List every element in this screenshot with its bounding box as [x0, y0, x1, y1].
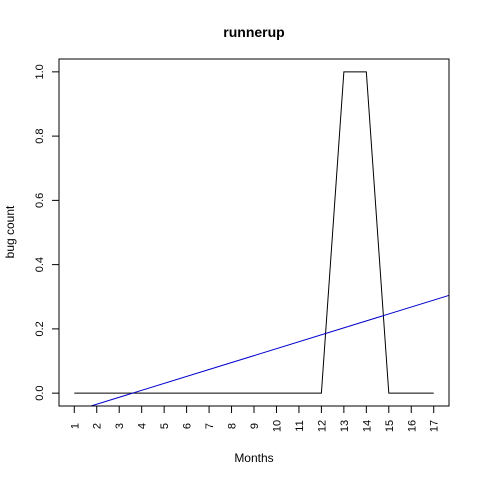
y-tick-label: 1.0: [34, 64, 46, 79]
x-tick-label: 16: [406, 420, 418, 432]
y-tick-label: 0.0: [34, 385, 46, 400]
x-tick-label: 12: [316, 420, 328, 432]
plot-area: [74, 71, 449, 406]
x-tick-label: 7: [204, 423, 216, 429]
x-tick-label: 11: [294, 420, 306, 431]
x-tick-label: 17: [429, 420, 441, 432]
x-tick-label: 3: [114, 423, 126, 429]
x-tick-label: 6: [182, 423, 194, 429]
x-tick-label: 4: [137, 423, 149, 429]
y-axis: 0.0 0.2 0.4 0.6 0.8 1.0: [34, 64, 59, 401]
x-axis: 1 2 3 4 5 6 7 8 9 10 11 12 13 14 15 16 17: [69, 406, 441, 432]
x-tick-label: 1: [69, 423, 81, 429]
x-tick-label: 9: [249, 423, 261, 429]
y-tick-label: 0.8: [34, 128, 46, 143]
x-axis-label: Months: [234, 451, 273, 465]
x-tick-label: 2: [92, 423, 104, 429]
x-tick-label: 8: [227, 423, 239, 429]
series-line-0: [74, 71, 434, 394]
chart-title: runnerup: [223, 24, 284, 40]
x-tick-label: 5: [159, 423, 171, 429]
y-tick-label: 0.6: [34, 193, 46, 208]
plot-frame: [58, 58, 450, 407]
x-tick-label: 14: [361, 420, 373, 432]
y-tick-label: 0.2: [34, 321, 46, 336]
x-tick-label: 15: [384, 420, 396, 432]
x-tick-label: 13: [339, 420, 351, 432]
y-tick-label: 0.4: [34, 257, 46, 272]
trend-line: [89, 294, 449, 406]
x-tick-label: 10: [271, 420, 283, 432]
y-axis-label: bug count: [3, 205, 17, 258]
